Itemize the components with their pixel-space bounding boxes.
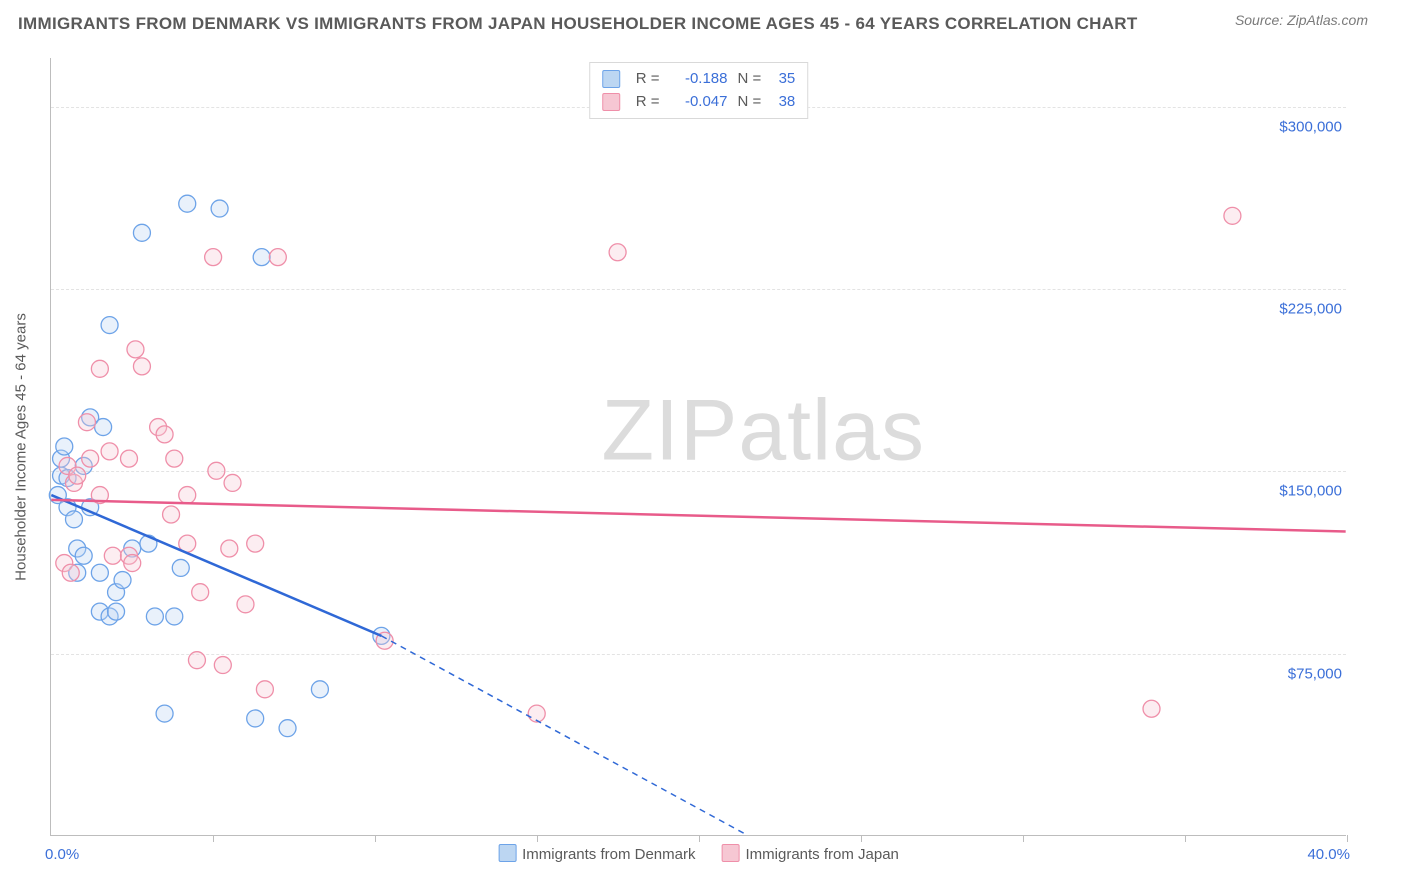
legend-item-denmark: Immigrants from Denmark xyxy=(498,844,695,863)
y-axis-title: Householder Income Ages 45 - 64 years xyxy=(13,313,30,581)
legend-label-denmark: Immigrants from Denmark xyxy=(522,846,695,863)
chart-svg xyxy=(51,58,1346,835)
n-label: N = xyxy=(738,91,762,114)
legend-item-japan: Immigrants from Japan xyxy=(721,844,898,863)
x-tick xyxy=(861,835,862,842)
swatch-japan xyxy=(602,93,620,111)
stats-row: R = -0.188 N = 35 xyxy=(602,68,796,91)
series-legend: Immigrants from Denmark Immigrants from … xyxy=(498,844,899,863)
n-label: N = xyxy=(738,68,762,91)
x-tick xyxy=(213,835,214,842)
swatch-denmark xyxy=(498,844,516,862)
stats-legend: R = -0.188 N = 35 R = -0.047 N = 38 xyxy=(589,62,809,119)
swatch-denmark xyxy=(602,70,620,88)
x-tick xyxy=(1023,835,1024,842)
x-tick xyxy=(1347,835,1348,842)
legend-label-japan: Immigrants from Japan xyxy=(745,846,898,863)
plot-area: Householder Income Ages 45 - 64 years ZI… xyxy=(50,58,1346,836)
r-label: R = xyxy=(636,68,660,91)
swatch-japan xyxy=(721,844,739,862)
r-value-japan: -0.047 xyxy=(670,91,728,114)
n-value-denmark: 35 xyxy=(771,68,795,91)
x-tick xyxy=(537,835,538,842)
n-value-japan: 38 xyxy=(771,91,795,114)
stats-row: R = -0.047 N = 38 xyxy=(602,91,796,114)
x-min-label: 0.0% xyxy=(45,846,79,863)
x-tick xyxy=(699,835,700,842)
source-credit: Source: ZipAtlas.com xyxy=(1235,12,1368,28)
x-tick xyxy=(375,835,376,842)
chart-title: IMMIGRANTS FROM DENMARK VS IMMIGRANTS FR… xyxy=(18,14,1138,34)
r-value-denmark: -0.188 xyxy=(670,68,728,91)
r-label: R = xyxy=(636,91,660,114)
x-max-label: 40.0% xyxy=(1307,846,1350,863)
x-tick xyxy=(1185,835,1186,842)
